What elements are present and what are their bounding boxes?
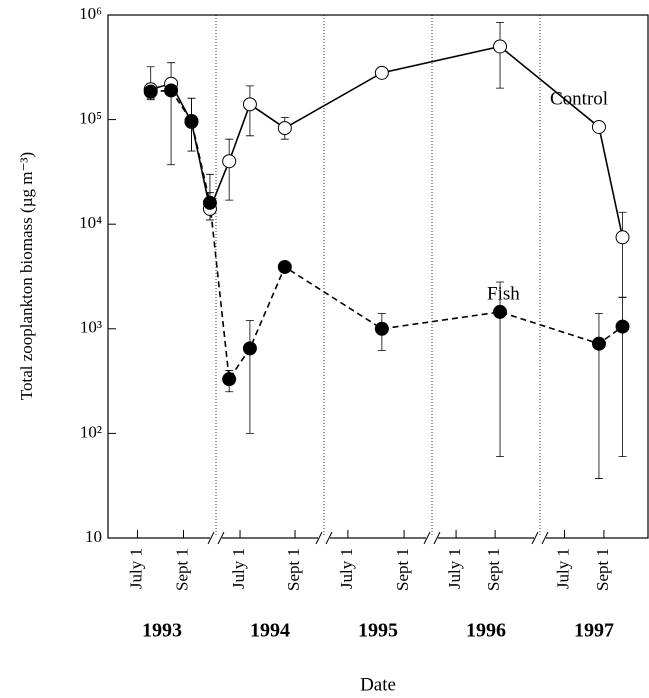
y-tick-label: 10³ [80, 318, 102, 337]
y-tick-label: 10 [85, 527, 102, 546]
x-tick-label: July 1 [126, 548, 145, 589]
data-point [591, 336, 606, 351]
year-label: 1993 [142, 620, 182, 642]
x-tick-label: Sept 1 [393, 548, 412, 591]
x-tick-label: July 1 [337, 548, 356, 589]
data-point [242, 97, 257, 112]
year-label: 1996 [466, 620, 506, 642]
x-tick-label: Sept 1 [593, 548, 612, 591]
data-point [222, 372, 237, 387]
series-label: Fish [487, 283, 520, 304]
y-tick-label: 10⁶ [79, 4, 102, 23]
data-point [242, 341, 257, 356]
data-point [277, 259, 292, 274]
x-tick-label: Sept 1 [172, 548, 191, 591]
data-point [591, 119, 606, 134]
data-point [143, 84, 158, 99]
y-axis-label: Total zooplankton biomass (µg m⁻³) [17, 152, 36, 400]
data-point [493, 39, 508, 54]
data-point [202, 195, 217, 210]
y-tick-label: 10⁵ [79, 109, 102, 128]
axis-break-gap [534, 535, 546, 541]
year-label: 1997 [574, 620, 614, 642]
data-point [615, 230, 630, 245]
year-label: 1995 [358, 620, 398, 642]
data-point [184, 113, 199, 128]
x-tick-label: Sept 1 [484, 548, 503, 591]
y-tick-label: 10⁴ [79, 213, 102, 232]
axis-break-gap [426, 535, 438, 541]
error-bar [225, 138, 234, 201]
data-point [493, 304, 508, 319]
data-point [615, 319, 630, 334]
data-point [164, 83, 179, 98]
data-point [222, 154, 237, 169]
axis-break-gap [318, 535, 330, 541]
x-tick-label: July 1 [553, 548, 572, 589]
data-point [374, 65, 389, 80]
data-point [277, 121, 292, 136]
x-tick-label: July 1 [445, 548, 464, 589]
error-bar [496, 21, 505, 89]
error-bar [245, 320, 254, 434]
series-label: Control [550, 88, 608, 109]
series-line [150, 89, 624, 382]
axis-break [207, 531, 225, 545]
axis-break [531, 531, 549, 545]
x-axis-label: Date [360, 674, 396, 695]
x-tick-label: July 1 [229, 548, 248, 589]
data-point [374, 321, 389, 336]
y-tick-label: 10² [80, 422, 102, 441]
plot-frame [107, 14, 649, 539]
axis-break-gap [210, 535, 222, 541]
axis-break [423, 531, 441, 545]
x-tick-label: Sept 1 [284, 548, 303, 591]
axis-break [315, 531, 333, 545]
year-label: 1994 [250, 620, 290, 642]
